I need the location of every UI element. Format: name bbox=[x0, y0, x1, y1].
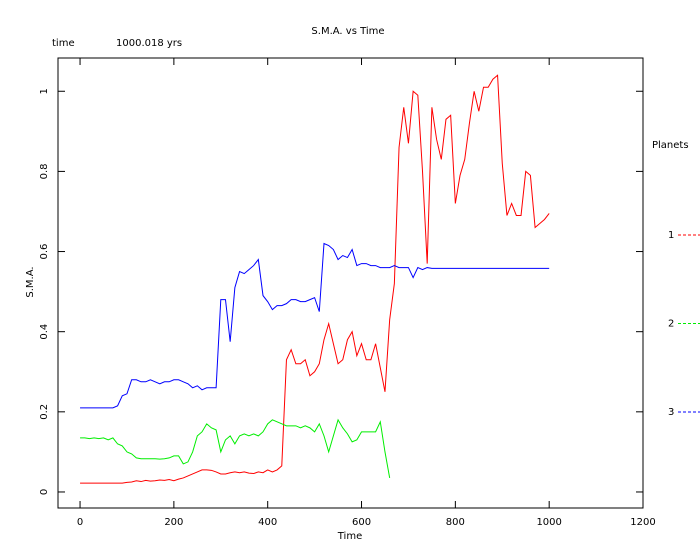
chart-title: S.M.A. vs Time bbox=[311, 26, 384, 37]
y-tick-label: 0.6 bbox=[39, 244, 50, 260]
x-tick-label: 1000 bbox=[536, 517, 561, 528]
x-tick-label: 0 bbox=[77, 517, 83, 528]
series-line bbox=[80, 242, 550, 409]
y-tick-label: 1 bbox=[39, 88, 50, 94]
x-tick-label: 600 bbox=[352, 517, 371, 528]
plot-frame bbox=[57, 57, 644, 509]
x-axis-label: Time bbox=[337, 531, 362, 542]
legend-title: Planets bbox=[652, 140, 689, 151]
series-line bbox=[80, 74, 550, 484]
legend-label: 1 bbox=[668, 230, 674, 241]
series-line bbox=[80, 418, 391, 479]
x-tick-label: 200 bbox=[164, 517, 183, 528]
x-tick-label: 1200 bbox=[630, 517, 655, 528]
y-tick-label: 0.2 bbox=[39, 404, 50, 420]
time-label: time bbox=[52, 38, 75, 49]
x-tick-label: 800 bbox=[446, 517, 465, 528]
y-tick-label: 0.8 bbox=[39, 163, 50, 179]
legend-label: 3 bbox=[668, 407, 674, 418]
y-axis-label: S.M.A. bbox=[25, 266, 36, 297]
x-tick-label: 400 bbox=[258, 517, 277, 528]
time-value: 1000.018 yrs bbox=[116, 38, 182, 49]
legend-label: 2 bbox=[668, 319, 674, 330]
y-tick-label: 0 bbox=[39, 489, 50, 495]
y-tick-label: 0.4 bbox=[39, 324, 50, 340]
